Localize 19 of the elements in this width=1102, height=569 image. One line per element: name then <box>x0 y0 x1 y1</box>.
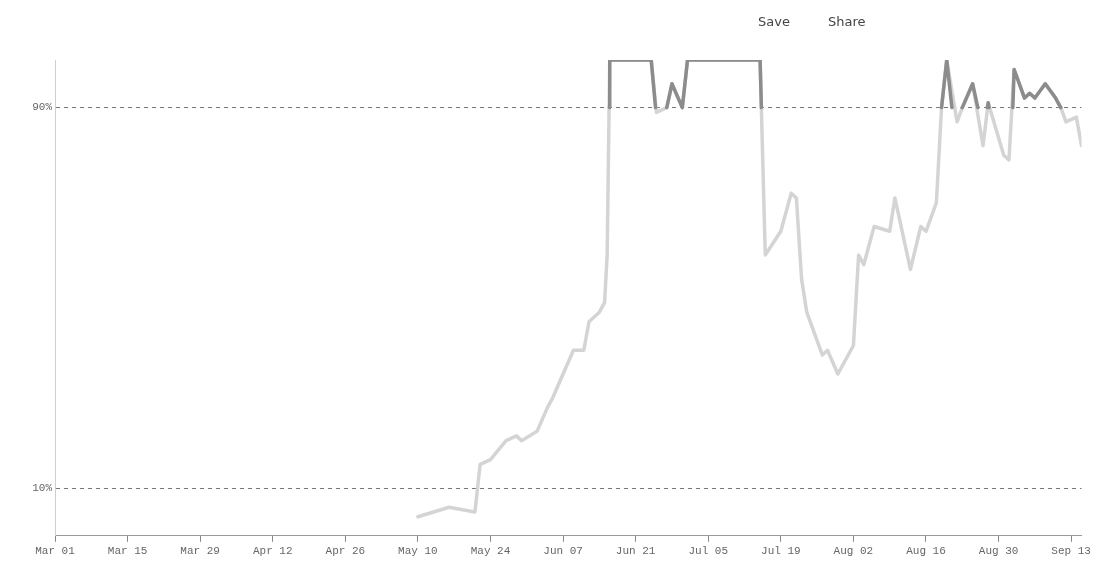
x-tick-label: Jul 05 <box>688 545 729 558</box>
x-tick-label: Sep 13 <box>1051 545 1091 558</box>
x-tick-label: Jun 21 <box>615 545 656 558</box>
x-tick-label: Aug 02 <box>833 545 874 558</box>
x-tick-label: Jun 07 <box>543 545 583 558</box>
y-tick-label: 90% <box>32 101 53 114</box>
x-tick-label: Mar 15 <box>107 545 148 558</box>
x-tick-label: May 24 <box>470 545 511 558</box>
x-tick-label: Apr 26 <box>325 545 366 558</box>
x-tick-label: Aug 30 <box>978 545 1019 558</box>
x-tick-label: Apr 12 <box>252 545 293 558</box>
x-tick-label: Jul 19 <box>761 545 801 558</box>
text: Share <box>827 14 866 29</box>
x-tick-label: Mar 29 <box>180 545 220 558</box>
x-tick-label: May 10 <box>398 545 438 558</box>
x-tick-label: Aug 16 <box>906 545 946 558</box>
y-tick-label: 10% <box>32 482 53 495</box>
x-tick-label: Mar 01 <box>35 545 76 558</box>
text: Save <box>758 14 790 29</box>
